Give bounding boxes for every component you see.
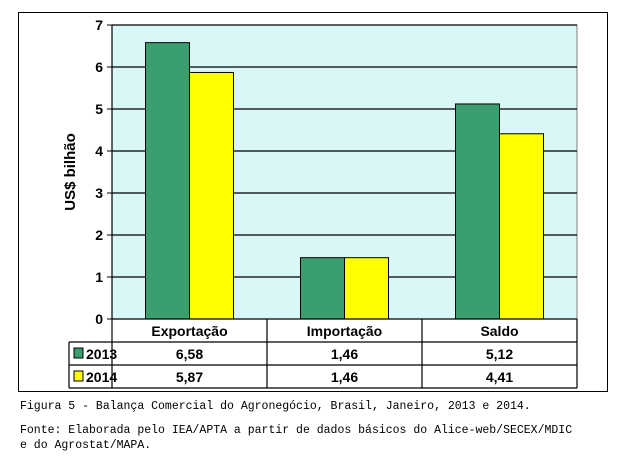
legend-swatch-2014 [73,370,84,382]
bar-2014-3 [499,133,544,320]
bar-2014-1 [189,71,234,320]
y-tick-label: 2 [95,227,103,243]
figure-source-line-1: Fonte: Elaborada pelo IEA/APTA a partir … [20,424,573,437]
y-tick-label: 6 [95,59,103,75]
data-label-2013: 1,46 [331,346,358,362]
x-category-label: Saldo [480,323,518,339]
y-tick-label: 1 [95,269,103,285]
x-category-label: Exportação [151,323,227,339]
data-label-2014: 5,87 [176,369,203,385]
y-tick-label: 0 [95,311,103,327]
bar-2013-3 [455,103,500,320]
data-label-2013: 6,58 [176,346,203,362]
data-label-2013: 5,12 [486,346,513,362]
bar-2014-2 [344,257,389,320]
y-tick-label: 5 [95,101,103,117]
legend-swatch-2013 [73,347,84,359]
y-tick-label: 3 [95,185,103,201]
bar-2013-2 [300,257,345,320]
legend-label: 2014 [86,369,117,385]
data-label-2014: 4,41 [486,369,513,385]
legend-label: 2013 [86,346,117,362]
y-axis-label: US$ bilhão [62,133,79,211]
data-label-2014: 1,46 [331,369,358,385]
bar-chart: 0 1 2 3 4 5 6 7 US$ bilhão Exportação Importação Sa… [62,17,578,389]
y-tick-label: 7 [95,17,103,33]
y-tick-label: 4 [95,143,103,159]
chart-frame: 0 1 2 3 4 5 6 7 US$ bilhão Exportação Importação Sa… [18,12,608,392]
figure-source: Fonte: Elaborada pelo IEA/APTA a partir … [20,423,620,453]
x-category-label: Importação [307,323,382,339]
figure-source-line-2: e do Agrostat/MAPA. [20,439,152,452]
bar-2013-1 [145,42,190,320]
figure-caption: Figura 5 - Balança Comercial do Agronegó… [20,400,531,413]
